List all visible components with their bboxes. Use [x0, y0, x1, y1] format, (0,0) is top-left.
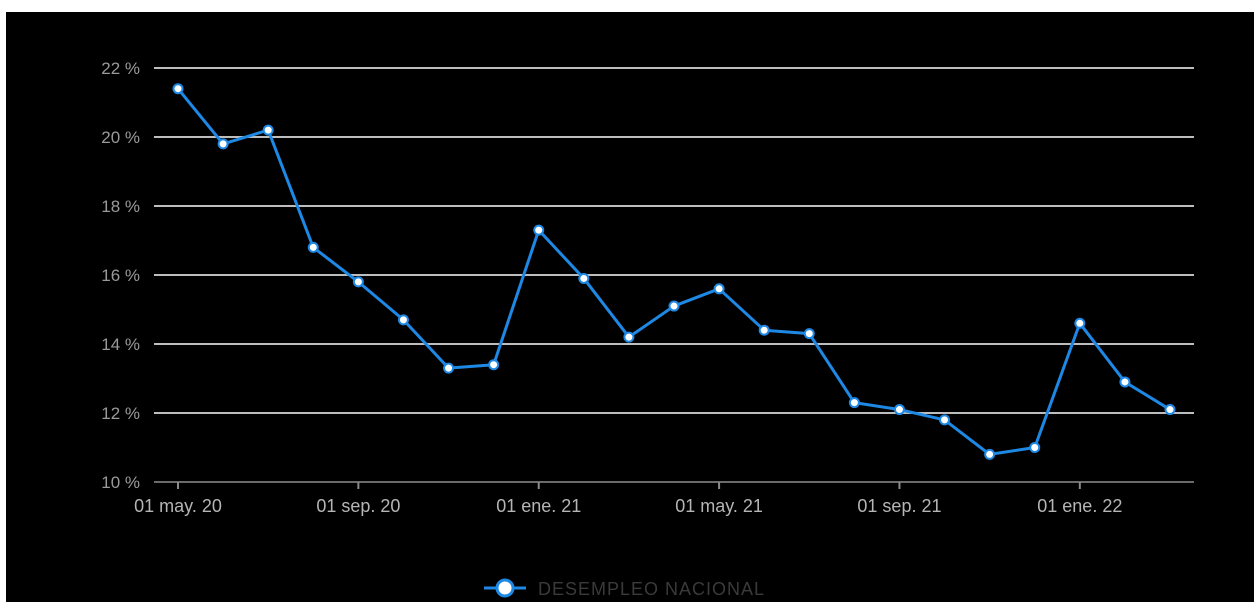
- data-point: [217, 138, 229, 150]
- data-point: [1119, 376, 1131, 388]
- data-point: [1029, 442, 1041, 453]
- legend: DESEMPLEO NACIONAL: [484, 578, 765, 599]
- x-tick-label: 01 ene. 22: [1037, 496, 1122, 516]
- data-point: [848, 397, 860, 409]
- x-axis: 01 may. 20 01 sep. 20 01 ene. 21 01 may. 21…: [134, 482, 1122, 516]
- y-tick-label: 12 %: [101, 404, 140, 423]
- y-tick-label: 10 %: [101, 473, 140, 492]
- y-axis-ticks: 10 % 12 % 14 % 16 % 18 % 20 % 22 %: [101, 59, 140, 492]
- data-point: [307, 241, 319, 253]
- x-tick-label: 01 may. 21: [675, 496, 763, 516]
- y-tick-label: 14 %: [101, 335, 140, 354]
- legend-marker: [495, 578, 515, 598]
- data-point: [1164, 404, 1176, 416]
- x-tick-label: 01 sep. 20: [316, 496, 400, 516]
- chart-frame: 10 % 12 % 14 % 16 % 18 % 20 % 22 % 01 may. 20 0…: [6, 12, 1254, 602]
- data-point: [984, 448, 996, 460]
- gridlines: [154, 67, 1194, 483]
- series-line: [176, 87, 1172, 456]
- data-point: [172, 83, 184, 95]
- data-point: [578, 272, 590, 284]
- data-point: [893, 404, 905, 416]
- data-point: [939, 414, 951, 426]
- data-point: [713, 283, 725, 295]
- data-point: [803, 328, 815, 340]
- data-point: [668, 300, 680, 312]
- unemployment-line-chart: 10 %12 %14 %16 %18 %20 %22 % 01 may. 20 0…: [101, 59, 1194, 599]
- data-point: [488, 359, 500, 371]
- series-layer: [172, 83, 1176, 460]
- data-point: [397, 314, 409, 326]
- data-point: [623, 331, 635, 343]
- data-point: [1074, 317, 1086, 329]
- x-tick-label: 01 sep. 21: [857, 496, 941, 516]
- y-tick-label: 18 %: [101, 197, 140, 216]
- x-tick-label: 01 may. 20: [134, 496, 222, 516]
- y-tick-label: 16 %: [101, 266, 140, 285]
- data-point: [533, 224, 545, 236]
- data-point: [443, 362, 455, 374]
- data-point: [758, 324, 770, 336]
- y-tick-label: 20 %: [101, 128, 140, 147]
- legend-label: DESEMPLEO NACIONAL: [538, 579, 765, 599]
- data-point: [262, 124, 274, 136]
- x-tick-label: 01 ene. 21: [496, 496, 581, 516]
- data-point: [352, 276, 364, 288]
- y-tick-label: 22 %: [101, 59, 140, 78]
